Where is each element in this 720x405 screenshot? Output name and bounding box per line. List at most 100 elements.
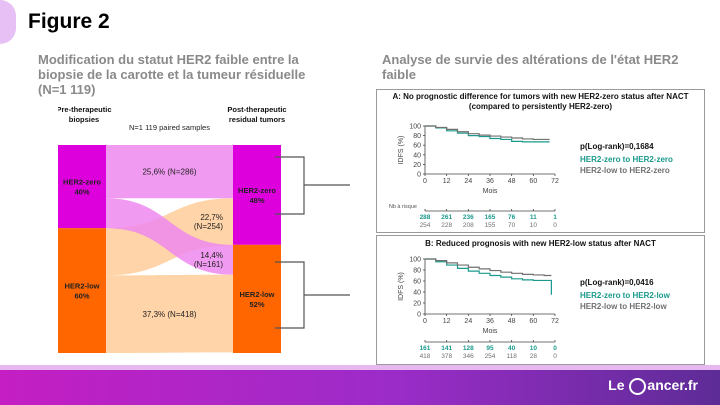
sankey-node-pct: 60%: [74, 292, 89, 301]
sankey-right-header: Post-therapeutic: [227, 105, 286, 114]
risk-table-value: 1: [553, 214, 557, 221]
figure-title: Figure 2: [28, 10, 110, 33]
sankey-center-label: N=1 119 paired samples: [129, 123, 210, 132]
risk-table-value: 228: [441, 222, 452, 229]
risk-table-value: 254: [420, 222, 431, 229]
risk-table-value: 0: [553, 222, 557, 229]
sankey-flow: [106, 198, 233, 275]
x-tick-label: 24: [464, 178, 472, 185]
km-curve: [425, 125, 550, 141]
y-tick-label: 80: [413, 133, 421, 140]
risk-table-value: 346: [463, 353, 474, 360]
km-curve: [425, 258, 552, 277]
legend-entry: HER2-zero to HER2-low: [580, 291, 671, 300]
risk-table-value: 165: [485, 214, 496, 221]
connector-lines: [275, 156, 350, 329]
risk-table-value: 236: [463, 214, 474, 221]
sankey-right-node: [233, 244, 281, 353]
footer-bar: [0, 370, 720, 405]
legend-entry: HER2-low to HER2-zero: [580, 166, 670, 175]
sankey-right-node: [233, 145, 281, 245]
y-tick-label: 0: [417, 172, 421, 179]
km-curve: [425, 258, 552, 295]
risk-table-value: 0: [553, 353, 557, 360]
x-tick-label: 0: [423, 178, 427, 185]
y-tick-label: 20: [413, 162, 421, 169]
panel-a-title: A: No prognostic difference for tumors w…: [392, 92, 689, 111]
right-section-title: Analyse de survie des altérations de l'é…: [382, 52, 679, 82]
sankey-chart: 25,6% (N=286) 22,7%(N=254) 14,4%(N=161) 37,…: [58, 105, 287, 353]
sankey-flow-label: 22,7%: [200, 213, 223, 222]
y-tick-label: 60: [413, 279, 421, 286]
x-tick-label: 36: [486, 178, 494, 185]
sankey-flow: [106, 274, 233, 353]
y-tick-label: 80: [413, 268, 421, 275]
risk-table-value: 10: [530, 345, 538, 352]
y-axis-label: IDFS (%): [398, 272, 405, 301]
risk-table-value: 118: [506, 353, 517, 360]
sankey-node-pct: 52%: [249, 300, 264, 309]
sankey-right-header: residual tumors: [229, 115, 285, 124]
x-tick-label: 60: [529, 178, 537, 185]
risk-table-value: 155: [485, 222, 496, 229]
sankey-flow-label: (N=161): [194, 260, 223, 269]
legend-entry: HER2-zero to HER2-zero: [580, 155, 673, 164]
panel-a: A: No prognostic difference for tumors w…: [376, 89, 705, 233]
sankey-node-pct: 48%: [249, 196, 264, 205]
x-tick-label: 24: [464, 318, 472, 325]
x-tick-label: 60: [529, 318, 537, 325]
risk-table-value: 208: [463, 222, 474, 229]
x-tick-label: 12: [443, 318, 451, 325]
y-axis-label: IDFS (%): [398, 136, 405, 165]
x-tick-label: 72: [551, 178, 559, 185]
sankey-left-node: [58, 145, 106, 229]
sankey-flow-label: 37,3% (N=418): [142, 310, 196, 319]
y-tick-label: 40: [413, 152, 421, 159]
sankey-flow-label: (N=254): [194, 222, 223, 231]
risk-table-value: 161: [420, 345, 431, 352]
x-tick-label: 0: [423, 318, 427, 325]
sankey-left-header: Pre-therapeutic: [58, 105, 112, 114]
sankey-flow: [106, 145, 233, 199]
sankey-flow-label: 14,4%: [200, 251, 223, 260]
x-tick-label: 48: [508, 318, 516, 325]
risk-table-value: 0: [553, 345, 557, 352]
y-tick-label: 100: [409, 257, 421, 264]
risk-table-value: 76: [508, 214, 516, 221]
sankey-flow-label: 25,6% (N=286): [142, 168, 196, 177]
sankey-node-label: HER2-low: [64, 282, 99, 291]
footer-stripe: [0, 365, 720, 370]
risk-table-value: 418: [420, 353, 431, 360]
y-tick-label: 0: [417, 312, 421, 319]
risk-table-label: Nb à risque: [389, 204, 417, 210]
risk-table-value: 261: [441, 214, 452, 221]
x-tick-label: 12: [443, 178, 451, 185]
left-section-title: Modification du statut HER2 faible entre…: [38, 52, 306, 97]
x-tick-label: 72: [551, 318, 559, 325]
sankey-node-label: HER2-low: [239, 290, 274, 299]
sankey-node-pct: 40%: [74, 188, 89, 197]
legend-entry: HER2-low to HER2-low: [580, 302, 667, 311]
sankey-left-header: biopsies: [69, 115, 99, 124]
risk-table-value: 40: [508, 345, 516, 352]
y-tick-label: 40: [413, 290, 421, 297]
risk-table-value: 141: [441, 345, 452, 352]
x-axis-label: Mois: [483, 328, 498, 335]
panel-b: B: Reduced prognosis with new HER2-low s…: [376, 235, 705, 365]
risk-table-value: 11: [530, 214, 537, 221]
pvalue-label: p(Log-rank)=0,1684: [580, 142, 654, 151]
y-tick-label: 20: [413, 301, 421, 308]
risk-table-value: 254: [485, 353, 496, 360]
title-accent: [0, 0, 16, 44]
sankey-left-node: [58, 228, 106, 353]
pvalue-label: p(Log-rank)=0,0416: [580, 278, 654, 287]
x-axis-label: Mois: [483, 188, 498, 195]
risk-table-value: 95: [486, 345, 494, 352]
risk-table-value: 378: [441, 353, 452, 360]
logo-circle-icon: [629, 377, 647, 395]
risk-table-value: 10: [530, 222, 538, 229]
x-tick-label: 48: [508, 178, 516, 185]
risk-table-value: 70: [508, 222, 516, 229]
